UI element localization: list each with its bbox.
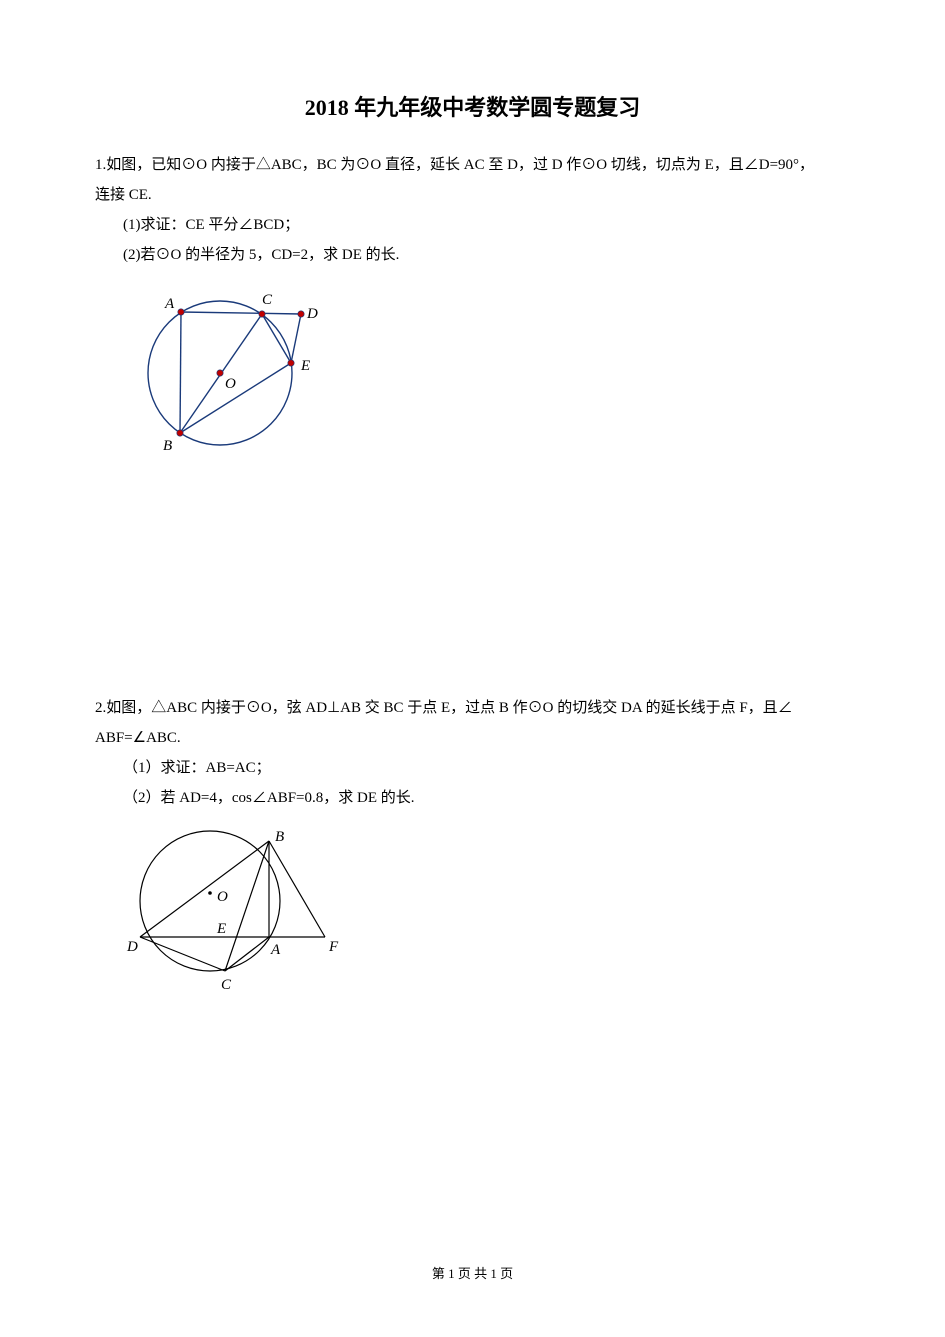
problem-1: 1.如图，已知⊙O 内接于△ABC，BC 为⊙O 直径，延长 AC 至 D，过 …: [95, 150, 850, 473]
p2-text1: 如图，△ABC 内接于⊙O，弦 AD⊥AB 交 BC 于点 E，过点 B 作⊙O…: [106, 700, 792, 716]
problem-2: 2.如图，△ABC 内接于⊙O，弦 AD⊥AB 交 BC 于点 E，过点 B 作…: [95, 693, 850, 1006]
svg-text:E: E: [216, 921, 226, 937]
p1-number: 1.: [95, 157, 106, 173]
p2-number: 2.: [95, 700, 106, 716]
svg-text:E: E: [300, 358, 310, 374]
svg-text:D: D: [306, 306, 318, 322]
svg-text:O: O: [217, 889, 228, 905]
p2-line2: ABF=∠ABC.: [95, 723, 850, 753]
p1-sub2: (2)若⊙O 的半径为 5，CD=2，求 DE 的长.: [95, 240, 850, 270]
p1-line1: 1.如图，已知⊙O 内接于△ABC，BC 为⊙O 直径，延长 AC 至 D，过 …: [95, 150, 850, 180]
p1-figure: A B C D E O: [115, 278, 850, 473]
svg-text:B: B: [275, 829, 284, 845]
page-footer: 第 1 页 共 1 页: [0, 1263, 945, 1282]
p2-line1: 2.如图，△ABC 内接于⊙O，弦 AD⊥AB 交 BC 于点 E，过点 B 作…: [95, 693, 850, 723]
p2-svg: B D A F C EO: [115, 821, 355, 1001]
page-title: 2018 年九年级中考数学圆专题复习: [95, 90, 850, 122]
p1-svg: A B C D E O: [115, 278, 345, 468]
p1-line2: 连接 CE.: [95, 180, 850, 210]
svg-text:D: D: [126, 939, 138, 955]
svg-text:F: F: [328, 939, 339, 955]
svg-text:O: O: [225, 376, 236, 392]
svg-text:A: A: [270, 942, 281, 958]
svg-text:C: C: [262, 292, 273, 308]
p1-sub1: (1)求证：CE 平分∠BCD；: [95, 210, 850, 240]
p1-text1: 如图，已知⊙O 内接于△ABC，BC 为⊙O 直径，延长 AC 至 D，过 D …: [106, 157, 814, 173]
svg-text:C: C: [221, 977, 232, 993]
p2-sub2: （2）若 AD=4，cos∠ABF=0.8，求 DE 的长.: [95, 783, 850, 813]
p2-figure: B D A F C EO: [115, 821, 850, 1006]
svg-text:B: B: [163, 438, 172, 454]
svg-text:A: A: [164, 296, 175, 312]
p2-sub1: （1）求证：AB=AC；: [95, 753, 850, 783]
